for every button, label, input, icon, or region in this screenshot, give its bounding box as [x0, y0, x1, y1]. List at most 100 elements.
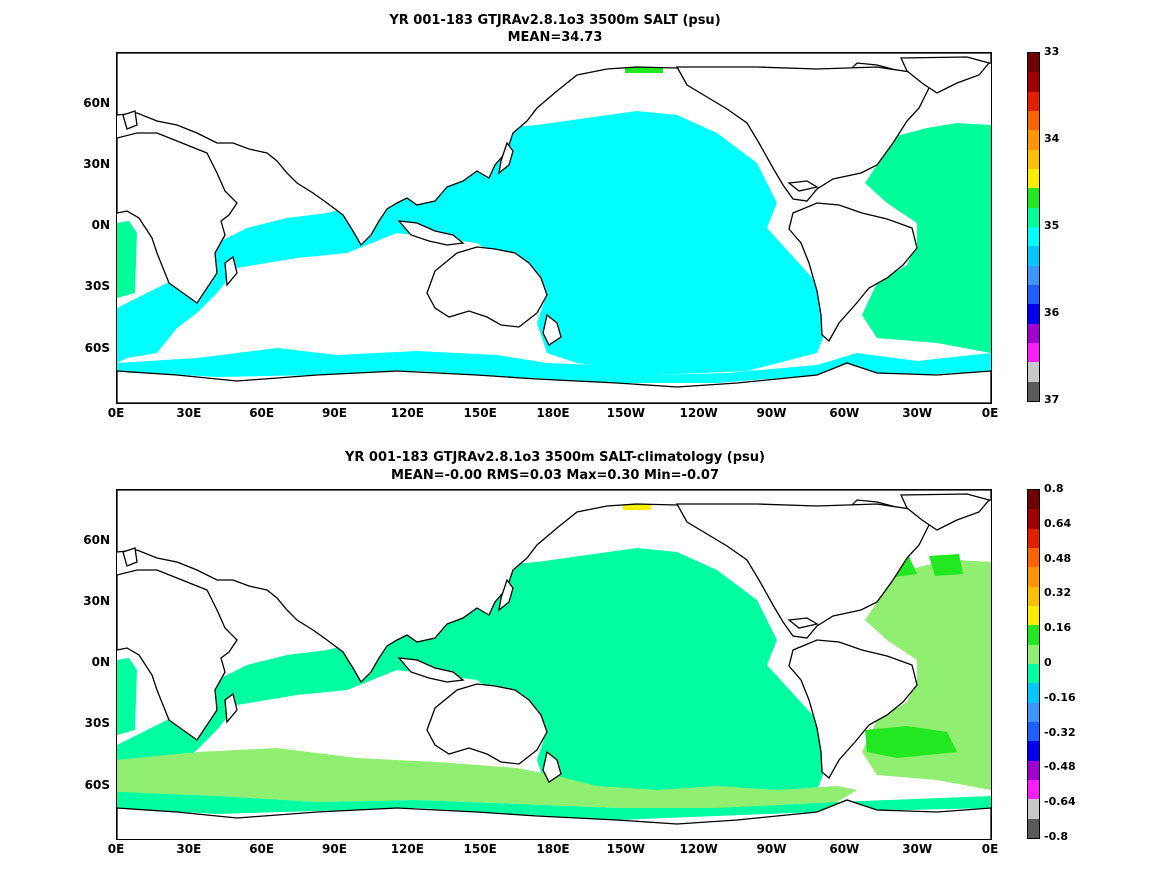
y-tick-label: 0N [91, 655, 110, 669]
x-tick-label: 60E [249, 842, 275, 856]
land-mass-3 [675, 66, 930, 202]
land-mass-2 [426, 246, 548, 328]
x-tick-label: 0E [107, 842, 125, 856]
land-mass-0 [117, 569, 238, 741]
x-tick-label: 180E [536, 842, 570, 856]
colorbar-label: 0.64 [1044, 516, 1072, 530]
x-tick-label: 120W [679, 842, 718, 856]
colorbar-swatch [1028, 188, 1039, 208]
colorbar-swatch [1028, 91, 1039, 111]
x-tick-label: 30W [902, 406, 933, 420]
colorbar-label: -0.64 [1044, 795, 1076, 809]
land-mass-0 [117, 132, 238, 304]
x-tick-label: 60W [829, 842, 860, 856]
colorbar-swatch [1028, 246, 1039, 266]
colorbar-swatch [1028, 799, 1039, 819]
land-mass-10 [224, 255, 238, 287]
y-tick-label: 0N [91, 218, 110, 232]
x-tick-label: 0E [981, 406, 999, 420]
land-mass-7 [498, 578, 514, 612]
x-tick-label: 150E [463, 406, 497, 420]
x-tick-label: 150W [606, 406, 645, 420]
colorbar-swatch [1028, 304, 1039, 324]
colorbar-swatch [1028, 663, 1039, 684]
x-tick-label: 0E [981, 842, 999, 856]
colorbar-label: 35 [1044, 219, 1060, 232]
land-mass-1 [117, 53, 991, 247]
colorbar-swatch [1028, 818, 1039, 838]
colorbar-swatch [1028, 741, 1039, 761]
x-tick-label: 90E [322, 406, 347, 420]
colorbar-swatch [1028, 362, 1039, 382]
anomaly-high-south-atlantic [865, 726, 957, 758]
colorbar-swatch [1028, 760, 1039, 780]
anomaly-field-antarctic-edge [117, 792, 991, 820]
salinity-field-pacific-indian [117, 111, 837, 375]
land-mass-4 [788, 639, 918, 780]
salinity-field-west-atlantic-edge [117, 221, 137, 298]
x-tick-label: 90E [322, 842, 347, 856]
land-mass-5 [899, 493, 991, 531]
land-mass-8 [397, 657, 465, 683]
colorbar-swatch [1028, 644, 1039, 664]
y-tick-label: 60N [83, 96, 110, 110]
colorbar-swatch [1028, 265, 1039, 285]
land-mass-11 [122, 547, 138, 567]
colorbar-label: 33 [1044, 45, 1060, 58]
x-tick-label: 90W [756, 406, 787, 420]
land-mass-12 [787, 617, 819, 629]
colorbar-swatch [1028, 226, 1039, 247]
colorbar-swatch [1028, 284, 1039, 305]
colorbar-swatch [1028, 547, 1039, 568]
x-tick-label: 60W [829, 406, 860, 420]
y-tick-label: 30N [83, 157, 110, 171]
land-mass-10 [224, 692, 238, 724]
anomaly-field-west-atlantic-edge [117, 658, 137, 735]
x-tick-label: 120E [390, 842, 424, 856]
colorbar-label: 34 [1044, 132, 1060, 145]
colorbar-swatch [1028, 168, 1039, 189]
anomaly-field-pacific-indian [117, 548, 837, 812]
land-mass-4 [788, 202, 918, 343]
colorbar-label: -0.32 [1044, 725, 1076, 739]
colorbar-swatch [1028, 323, 1039, 343]
land-mass-2 [426, 683, 548, 765]
colorbar-swatch [1028, 490, 1039, 510]
colorbar-swatch [1028, 605, 1039, 626]
anomaly-field-southern-band [117, 748, 857, 808]
y-tick-label: 60S [84, 341, 110, 355]
colorbar-swatch [1028, 528, 1039, 548]
x-tick-label: 0E [107, 406, 125, 420]
colorbar-label: -0.8 [1044, 830, 1069, 843]
colorbar-swatch [1028, 721, 1039, 742]
colorbar-swatch [1028, 53, 1039, 73]
colorbar-swatch [1028, 207, 1039, 227]
panel1-title-line2: MEAN=34.73 [507, 30, 603, 45]
land-mass-9 [542, 313, 562, 346]
y-tick-label: 30S [84, 716, 110, 730]
salinity-field-atlantic [862, 123, 991, 353]
y-tick-label: 30N [83, 594, 110, 608]
x-tick-label: 120W [679, 406, 718, 420]
land-mass-12 [787, 180, 819, 192]
x-tick-label: 30W [902, 842, 933, 856]
x-tick-label: 30E [176, 406, 202, 420]
y-tick-label: 60S [84, 778, 110, 792]
x-tick-label: 120E [390, 406, 424, 420]
colorbar-label: 0.32 [1044, 586, 1072, 600]
panel2-colorbar [1027, 489, 1040, 839]
land-mass-9 [542, 750, 562, 783]
salinity-high-arctic-patch [625, 63, 663, 73]
colorbar-label: 0 [1044, 656, 1052, 669]
x-tick-label: 90W [756, 842, 787, 856]
colorbar-swatch [1028, 130, 1039, 150]
colorbar-label: -0.48 [1044, 760, 1076, 774]
panel2-title-line2: MEAN=-0.00 RMS=0.03 Max=0.30 Min=-0.07 [390, 468, 720, 483]
x-tick-label: 60E [249, 406, 275, 420]
land-mass-1 [117, 490, 991, 684]
x-tick-label: 150E [463, 842, 497, 856]
colorbar-label: 0.16 [1044, 621, 1072, 635]
land-mass-6 [117, 362, 991, 403]
colorbar-swatch [1028, 625, 1039, 645]
colorbar-swatch [1028, 702, 1039, 722]
